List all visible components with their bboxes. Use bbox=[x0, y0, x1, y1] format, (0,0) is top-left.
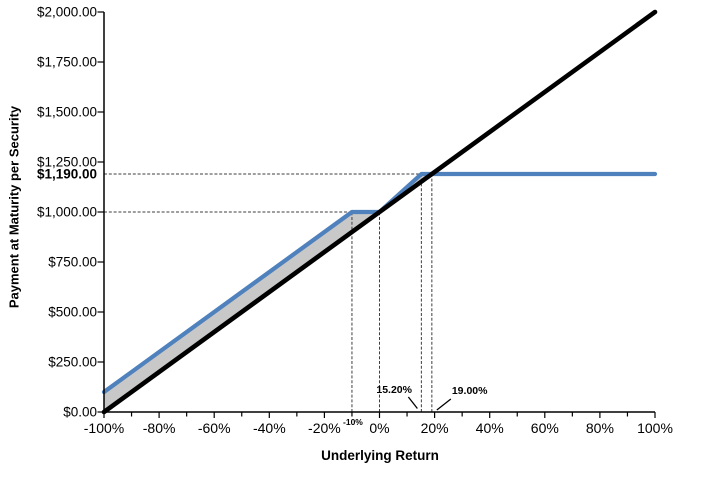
x-axis-tick-label: -20% bbox=[308, 420, 341, 436]
y-axis-tick-label: $500.00 bbox=[48, 305, 97, 320]
y-key-value-label: $1,190.00 bbox=[37, 167, 97, 182]
y-axis-tick-label: $1,250.00 bbox=[37, 155, 97, 170]
y-axis-tick-label: $250.00 bbox=[48, 355, 97, 370]
y-axis-title: Payment at Maturity per Security bbox=[6, 105, 22, 309]
x-axis-tick-label: 0% bbox=[369, 420, 389, 436]
annotation-crossover-label: 19.00% bbox=[452, 385, 488, 397]
y-axis-tick-label: $2,000.00 bbox=[37, 5, 97, 20]
x-axis-tick-label: -80% bbox=[143, 420, 176, 436]
annotation-buffer-label: -10% bbox=[343, 417, 363, 427]
x-axis-tick-label: -100% bbox=[84, 420, 124, 436]
x-axis-title: Underlying Return bbox=[321, 448, 439, 463]
annotation-leader-line bbox=[407, 396, 418, 409]
y-axis-tick-label: $1,500.00 bbox=[37, 105, 97, 120]
x-axis-tick-label: -40% bbox=[253, 420, 286, 436]
x-axis-tick-label: 40% bbox=[476, 420, 504, 436]
annotation-leader-line bbox=[436, 398, 452, 411]
x-axis-tick-label: 100% bbox=[637, 420, 673, 436]
x-axis-tick-label: -60% bbox=[198, 420, 231, 436]
x-axis-tick-label: 80% bbox=[586, 420, 614, 436]
annotation-cap-label: 15.20% bbox=[376, 384, 412, 396]
payment-at-maturity-line bbox=[101, 171, 658, 395]
y-axis-tick-label: $1,000.00 bbox=[37, 205, 97, 220]
underlying-return-line bbox=[101, 9, 658, 415]
y-axis-tick-label: $1,750.00 bbox=[37, 55, 97, 70]
x-axis-tick-label: 20% bbox=[421, 420, 449, 436]
y-axis-tick-label: $750.00 bbox=[48, 255, 97, 270]
x-axis-tick-label: 60% bbox=[531, 420, 559, 436]
y-axis-tick-label: $0.00 bbox=[63, 405, 97, 420]
